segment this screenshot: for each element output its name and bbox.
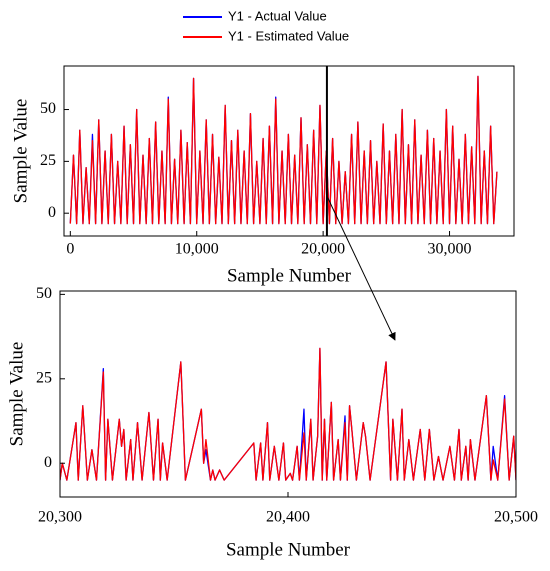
y-axis-label: Sample Value — [6, 342, 27, 447]
y-tick-label: 25 — [40, 152, 56, 169]
y-tick-label: 0 — [44, 454, 52, 471]
plot-frame — [63, 65, 515, 237]
x-axis-label: Sample Number — [227, 265, 352, 286]
plot-frame — [59, 290, 517, 498]
legend-box — [178, 6, 378, 50]
x-tick-label: 20,000 — [301, 241, 345, 258]
legend-label: Y1 - Actual Value — [228, 8, 327, 23]
y-tick-label: 25 — [36, 369, 52, 386]
x-tick-label: 30,000 — [428, 241, 472, 258]
y-tick-label: 50 — [36, 285, 52, 302]
x-tick-label: 0 — [66, 241, 74, 258]
x-tick-label: 20,400 — [266, 509, 310, 526]
zoom-arrow — [326, 195, 396, 341]
x-tick-label: 20,500 — [494, 509, 538, 526]
series-line — [60, 347, 516, 481]
x-axis-label: Sample Number — [226, 539, 351, 560]
x-tick-label: 10,000 — [175, 241, 219, 258]
y-axis-label: Sample Value — [10, 99, 31, 204]
legend-label: Y1 - Estimated Value — [228, 28, 349, 43]
y-tick-label: 50 — [40, 100, 56, 117]
series-line — [69, 75, 498, 225]
x-tick-label: 20,300 — [38, 509, 82, 526]
y-tick-label: 0 — [48, 204, 56, 221]
